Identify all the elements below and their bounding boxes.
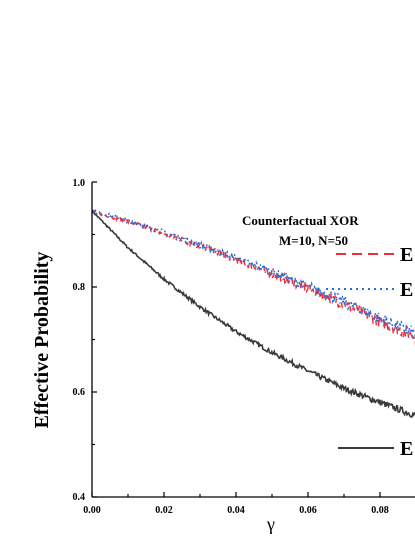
x-tick-label-0.08: 0.08 <box>371 505 389 516</box>
y-tick-label-0.8: 0.8 <box>73 282 86 293</box>
legend-label-2: E <box>400 279 413 301</box>
legend-label-3: E <box>400 438 413 460</box>
y-axis-label: Effective Probability <box>31 252 53 429</box>
series-line-dashed <box>91 209 415 346</box>
x-axis-label: γ <box>266 514 275 534</box>
ticks <box>91 181 381 498</box>
annotation-line-2: M=10, N=50 <box>279 233 348 248</box>
x-tick-label-0.04: 0.04 <box>227 505 245 516</box>
y-tick-label-0.4: 0.4 <box>73 492 86 503</box>
plot-lines <box>91 207 415 418</box>
x-tick-label-0.00: 0.00 <box>83 505 101 516</box>
x-tick-label-0.06: 0.06 <box>299 505 317 516</box>
y-tick-label-0.6: 0.6 <box>73 387 86 398</box>
x-tick-label-0.02: 0.02 <box>155 505 173 516</box>
legend-label-1: E <box>400 244 413 266</box>
series-line-dotted <box>91 207 415 339</box>
series-line-solid <box>91 210 415 418</box>
annotation-line-1: Counterfactual XOR <box>242 213 359 228</box>
y-tick-label-1.0: 1.0 <box>73 178 86 189</box>
